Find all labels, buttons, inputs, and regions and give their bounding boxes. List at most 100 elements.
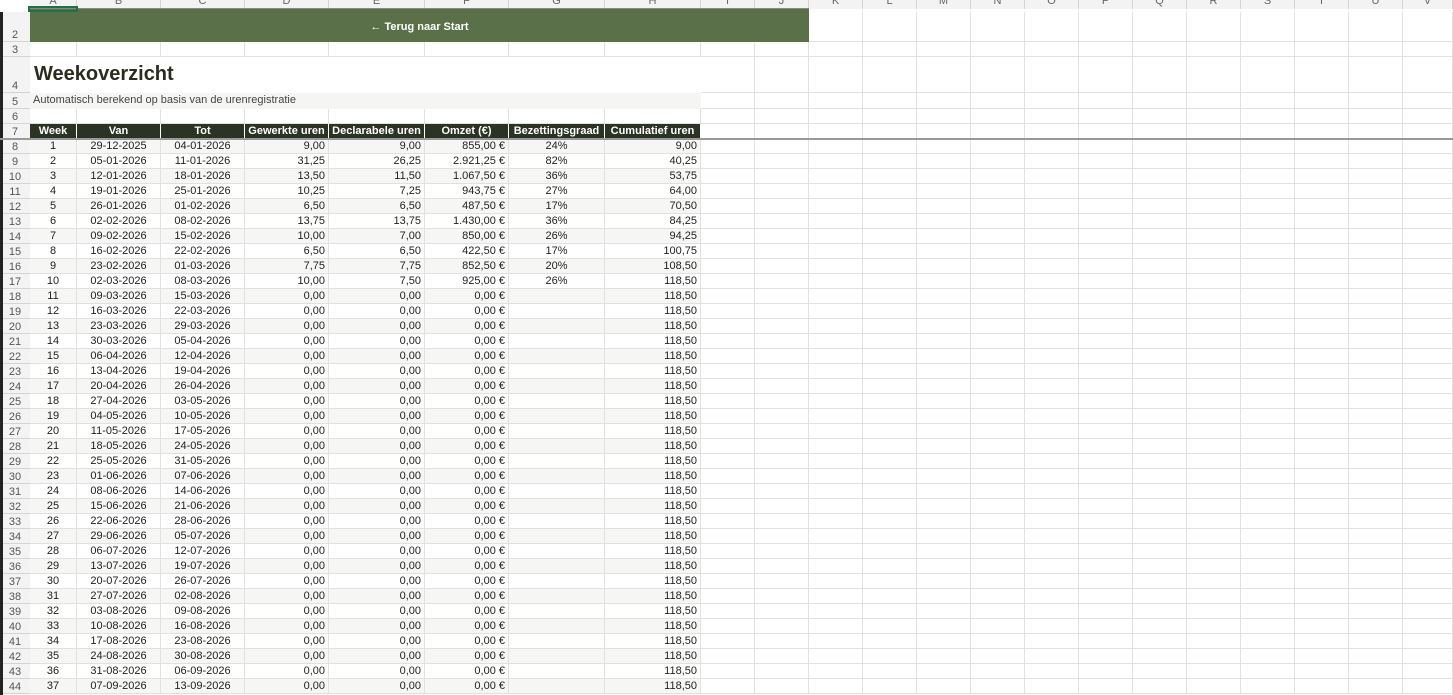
table-cell[interactable]: 26-01-2026 [77, 199, 161, 214]
table-cell[interactable]: 70,50 [605, 199, 701, 214]
table-cell[interactable]: 5 [30, 199, 77, 214]
table-cell[interactable]: 118,50 [605, 364, 701, 379]
table-cell[interactable] [509, 649, 605, 664]
grid-cell[interactable] [1079, 214, 1133, 229]
table-cell[interactable] [509, 364, 605, 379]
grid-cell[interactable] [1349, 664, 1403, 679]
grid-cell[interactable] [1025, 379, 1079, 394]
grid-cell[interactable] [971, 109, 1025, 124]
grid-cell[interactable] [1241, 619, 1295, 634]
grid-cell[interactable] [701, 364, 755, 379]
table-cell[interactable]: 14-06-2026 [161, 484, 245, 499]
grid-cell[interactable] [863, 42, 917, 57]
grid-cell[interactable] [755, 664, 809, 679]
table-cell[interactable]: 0,00 [329, 499, 425, 514]
grid-cell[interactable] [1349, 439, 1403, 454]
grid-cell[interactable] [755, 229, 809, 244]
row-header[interactable]: 30 [0, 469, 30, 484]
table-cell[interactable]: 10,00 [245, 229, 329, 244]
table-cell[interactable] [509, 424, 605, 439]
grid-cell[interactable] [1295, 199, 1349, 214]
table-cell[interactable]: 26-07-2026 [161, 574, 245, 589]
table-cell[interactable]: 19-01-2026 [77, 184, 161, 199]
grid-cell[interactable] [701, 93, 755, 109]
grid-cell[interactable] [1079, 229, 1133, 244]
table-cell[interactable]: 100,75 [605, 244, 701, 259]
table-cell[interactable] [509, 604, 605, 619]
grid-cell[interactable] [1025, 499, 1079, 514]
table-cell[interactable]: 7,25 [329, 184, 425, 199]
grid-cell[interactable] [863, 93, 917, 109]
grid-cell[interactable] [1241, 349, 1295, 364]
grid-cell[interactable] [1241, 454, 1295, 469]
table-cell[interactable]: 0,00 [329, 529, 425, 544]
grid-cell[interactable] [1403, 679, 1453, 694]
grid-cell[interactable] [863, 109, 917, 124]
grid-cell[interactable] [1133, 57, 1187, 93]
grid-cell[interactable] [1079, 499, 1133, 514]
grid-cell[interactable] [1349, 199, 1403, 214]
grid-cell[interactable] [971, 439, 1025, 454]
row-header[interactable]: 3 [0, 42, 30, 57]
table-cell[interactable]: 0,00 [245, 289, 329, 304]
grid-cell[interactable] [1079, 274, 1133, 289]
table-cell[interactable]: 0,00 [245, 454, 329, 469]
grid-cell[interactable] [701, 439, 755, 454]
table-cell[interactable]: 31 [30, 589, 77, 604]
grid-cell[interactable] [1133, 319, 1187, 334]
grid-cell[interactable] [1349, 169, 1403, 184]
grid-cell[interactable] [917, 169, 971, 184]
grid-cell[interactable] [1133, 529, 1187, 544]
grid-cell[interactable] [1025, 42, 1079, 57]
table-cell[interactable]: 9,00 [329, 139, 425, 154]
grid-cell[interactable] [701, 409, 755, 424]
grid-cell[interactable] [1079, 349, 1133, 364]
grid-cell[interactable] [1133, 679, 1187, 694]
grid-cell[interactable] [1241, 679, 1295, 694]
grid-cell[interactable] [863, 409, 917, 424]
grid-cell[interactable] [509, 109, 605, 124]
table-cell[interactable]: 0,00 € [425, 289, 509, 304]
row-header[interactable]: 21 [0, 334, 30, 349]
table-cell[interactable]: 26% [509, 229, 605, 244]
grid-cell[interactable] [1025, 289, 1079, 304]
table-cell[interactable]: 118,50 [605, 334, 701, 349]
table-cell[interactable] [509, 544, 605, 559]
grid-cell[interactable] [863, 229, 917, 244]
grid-cell[interactable] [1403, 274, 1453, 289]
grid-cell[interactable] [1079, 424, 1133, 439]
grid-cell[interactable] [917, 664, 971, 679]
grid-cell[interactable] [971, 289, 1025, 304]
grid-cell[interactable] [1133, 454, 1187, 469]
table-cell[interactable]: 852,50 € [425, 259, 509, 274]
grid-cell[interactable] [1295, 394, 1349, 409]
grid-cell[interactable] [1187, 484, 1241, 499]
grid-cell[interactable] [1079, 199, 1133, 214]
grid-cell[interactable] [1079, 589, 1133, 604]
grid-cell[interactable] [1295, 364, 1349, 379]
grid-cell[interactable] [1187, 604, 1241, 619]
table-cell[interactable]: 0,00 € [425, 484, 509, 499]
grid-cell[interactable] [701, 334, 755, 349]
table-cell[interactable]: 29-06-2026 [77, 529, 161, 544]
table-cell[interactable]: 27% [509, 184, 605, 199]
grid-cell[interactable] [809, 364, 863, 379]
grid-cell[interactable] [1349, 379, 1403, 394]
grid-cell[interactable] [1133, 439, 1187, 454]
grid-cell[interactable] [917, 139, 971, 154]
grid-cell[interactable] [809, 154, 863, 169]
grid-cell[interactable] [863, 529, 917, 544]
table-cell[interactable]: 0,00 [245, 364, 329, 379]
table-cell[interactable]: 25 [30, 499, 77, 514]
grid-cell[interactable] [701, 259, 755, 274]
table-cell[interactable]: 0,00 [329, 409, 425, 424]
table-cell[interactable]: 11-05-2026 [77, 424, 161, 439]
grid-cell[interactable] [809, 679, 863, 694]
column-header[interactable]: K [809, 0, 863, 9]
grid-cell[interactable] [1079, 679, 1133, 694]
grid-cell[interactable] [1295, 304, 1349, 319]
grid-cell[interactable] [917, 544, 971, 559]
grid-cell[interactable] [1187, 229, 1241, 244]
table-cell[interactable]: 943,75 € [425, 184, 509, 199]
grid-cell[interactable] [1187, 349, 1241, 364]
